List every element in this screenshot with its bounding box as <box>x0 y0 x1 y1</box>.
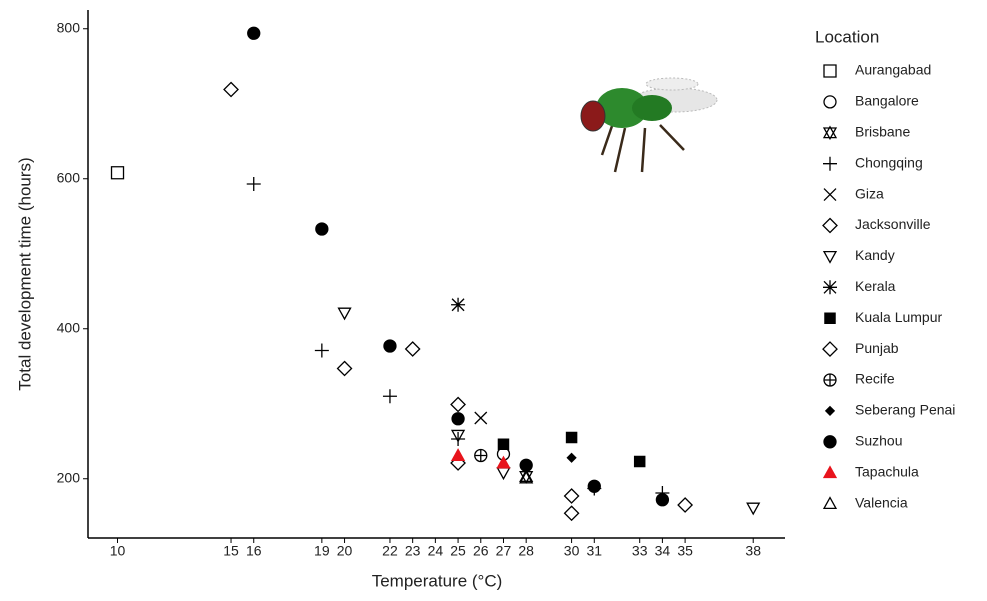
x-tick-label: 22 <box>382 543 398 559</box>
point <box>633 455 646 468</box>
legend-marker <box>822 465 838 479</box>
legend-marker <box>823 373 837 387</box>
point <box>223 81 239 98</box>
legend-marker <box>822 341 838 358</box>
x-tick-label: 33 <box>632 543 648 559</box>
point <box>451 412 465 426</box>
legend-marker <box>824 405 836 417</box>
legend-marker <box>822 250 838 264</box>
x-tick-label: 34 <box>655 543 671 559</box>
point <box>496 467 511 481</box>
legend-label: Valencia <box>855 494 908 510</box>
legend-marker <box>823 64 837 78</box>
y-axis-label: Total development time (hours) <box>15 157 34 390</box>
legend-title: Location <box>815 27 879 46</box>
point <box>563 488 580 504</box>
point <box>337 307 352 321</box>
point <box>450 429 466 443</box>
x-tick-label: 30 <box>564 543 580 559</box>
legend-label: Giza <box>855 185 884 201</box>
point <box>677 497 694 513</box>
point <box>247 26 261 40</box>
point <box>336 360 353 377</box>
y-tick-label: 200 <box>57 469 81 485</box>
y-tick-label: 600 <box>57 169 81 185</box>
x-tick-label: 31 <box>587 543 603 559</box>
x-tick-label: 16 <box>246 543 262 559</box>
x-tick-label: 27 <box>496 543 512 559</box>
point <box>519 470 534 484</box>
legend-label: Jacksonville <box>855 216 931 232</box>
legend-label: Recife <box>855 371 895 387</box>
point <box>655 493 670 507</box>
x-tick-label: 38 <box>745 543 761 559</box>
x-tick-label: 24 <box>428 543 444 559</box>
point <box>383 339 397 353</box>
point <box>497 438 510 450</box>
legend-marker <box>822 125 838 141</box>
point <box>563 505 580 522</box>
legend-label: Bangalore <box>855 93 919 109</box>
legend-marker <box>823 95 837 109</box>
legend-marker <box>823 280 837 295</box>
point <box>315 222 329 236</box>
legend-label: Kandy <box>855 247 895 263</box>
legend-marker <box>824 312 836 324</box>
point <box>565 431 578 444</box>
point <box>587 479 601 493</box>
x-tick-label: 23 <box>405 543 421 559</box>
legend-marker <box>823 156 837 171</box>
legend-label: Punjab <box>855 340 899 356</box>
point <box>382 389 397 404</box>
x-tick-label: 25 <box>450 543 466 559</box>
legend-label: Tapachula <box>855 463 919 479</box>
point <box>566 452 577 463</box>
legend-label: Kuala Lumpur <box>855 309 943 325</box>
x-tick-label: 26 <box>473 543 489 559</box>
point <box>746 502 761 516</box>
legend-marker <box>823 435 837 449</box>
point <box>404 341 421 357</box>
point <box>519 458 533 472</box>
point <box>450 396 466 413</box>
legend-label: Seberang Penai <box>855 402 955 418</box>
x-tick-label: 10 <box>110 543 126 559</box>
legend-marker <box>823 188 837 202</box>
y-tick-label: 400 <box>57 319 81 335</box>
x-axis-label: Temperature (°C) <box>372 571 503 590</box>
x-tick-label: 15 <box>223 543 239 559</box>
x-tick-label: 19 <box>314 543 330 559</box>
legend-label: Chongqing <box>855 154 923 170</box>
y-tick-label: 800 <box>57 19 81 35</box>
point <box>451 432 466 446</box>
legend-label: Suzhou <box>855 433 902 449</box>
x-tick-label: 28 <box>518 543 534 559</box>
legend-label: Kerala <box>855 278 896 294</box>
point <box>450 448 466 461</box>
legend-label: Aurangabad <box>855 62 931 78</box>
point <box>496 455 511 469</box>
legend-marker <box>822 217 838 234</box>
fly-illustration <box>580 77 718 173</box>
point <box>110 166 125 180</box>
point <box>246 177 261 191</box>
point <box>474 411 488 425</box>
point <box>314 343 329 358</box>
legend-label: Brisbane <box>855 124 910 140</box>
x-tick-label: 35 <box>677 543 693 559</box>
point <box>451 297 466 312</box>
legend-marker <box>822 496 838 510</box>
x-tick-label: 20 <box>337 543 353 559</box>
point <box>474 448 488 463</box>
